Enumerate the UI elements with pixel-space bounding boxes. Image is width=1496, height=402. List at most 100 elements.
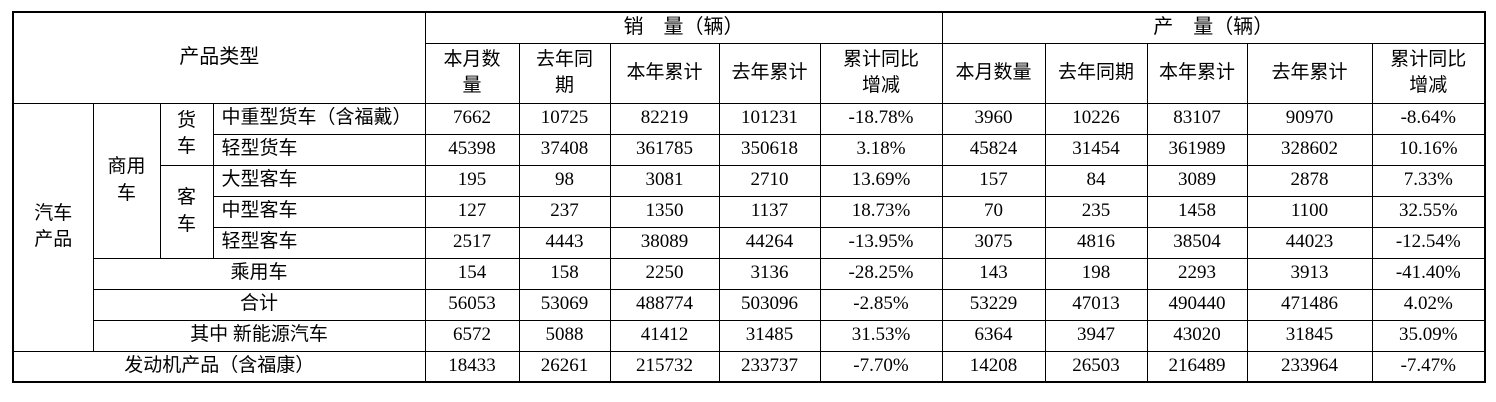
data-cell: 350618 [718, 133, 821, 166]
data-cell: 38504 [1146, 226, 1248, 259]
production-volume-header: 产 量（辆） [941, 11, 1486, 44]
data-cell: 101231 [718, 102, 821, 135]
data-cell: 154 [424, 257, 520, 290]
production-sales-table: 产品类型 销 量（辆） 产 量（辆） 本月数 量 去年同 期 本年累计 去年累计… [12, 11, 1487, 383]
data-cell: 7.33% [1371, 164, 1486, 197]
col-header-sales-ytd: 本年累计 [609, 42, 720, 104]
data-cell: 13.69% [819, 164, 943, 197]
data-cell: 10.16% [1371, 133, 1486, 166]
data-cell: 1350 [609, 195, 720, 228]
table-row: 发动机产品（含福康） 18433 26261 215732 233737 -7.… [12, 350, 1486, 383]
data-cell: 31485 [718, 319, 821, 352]
col-header-sales-month-qty: 本月数 量 [424, 42, 520, 104]
col-header-prod-last-year-period: 去年同期 [1044, 42, 1148, 104]
data-cell: 3136 [718, 257, 821, 290]
data-cell: 3089 [1146, 164, 1248, 197]
data-cell: 47013 [1044, 288, 1148, 321]
data-cell: 10725 [518, 102, 611, 135]
data-cell: 235 [1044, 195, 1148, 228]
table-row: 中型客车 127 237 1350 1137 18.73% 70 235 145… [13, 195, 1486, 228]
data-cell: 43020 [1146, 319, 1248, 352]
data-cell: 2878 [1246, 164, 1373, 197]
table-row: 轻型客车 2517 4443 38089 44264 -13.95% 3075 … [13, 226, 1486, 259]
data-cell: -41.40% [1371, 257, 1486, 290]
data-cell: 26503 [1044, 350, 1148, 383]
data-cell: 198 [1044, 257, 1148, 290]
table-row: 合计 56053 53069 488774 503096 -2.85% 5322… [13, 288, 1486, 321]
data-cell: 31845 [1246, 319, 1373, 352]
data-cell: 2517 [424, 226, 520, 259]
data-cell: 5088 [518, 319, 611, 352]
data-cell: 31454 [1044, 133, 1148, 166]
col-header-sales-last-year-period: 去年同 期 [518, 42, 611, 104]
data-cell: 157 [941, 164, 1046, 197]
data-cell: 7662 [424, 102, 520, 135]
data-cell: 503096 [718, 288, 821, 321]
data-cell: -7.70% [819, 350, 943, 383]
data-cell: 90970 [1246, 102, 1373, 135]
data-cell: 1100 [1246, 195, 1373, 228]
row-label-nev: 其中 新能源汽车 [92, 319, 426, 352]
data-cell: 18.73% [819, 195, 943, 228]
data-cell: 14208 [941, 350, 1046, 383]
row-label: 轻型货车 [212, 133, 426, 166]
data-cell: 2250 [609, 257, 720, 290]
data-cell: 237 [518, 195, 611, 228]
data-cell: 98 [518, 164, 611, 197]
data-cell: 158 [518, 257, 611, 290]
data-cell: 44264 [718, 226, 821, 259]
truck-group-label: 货 车 [159, 102, 214, 166]
data-cell: 488774 [609, 288, 720, 321]
data-cell: -18.78% [819, 102, 943, 135]
row-label: 大型客车 [212, 164, 426, 197]
row-label-engine-products: 发动机产品（含福康） [12, 350, 426, 383]
row-label: 中重型货车（含福戴） [212, 102, 426, 135]
data-cell: 37408 [518, 133, 611, 166]
data-cell: 31.53% [819, 319, 943, 352]
data-cell: -7.47% [1371, 350, 1486, 383]
auto-products-group-label: 汽车 产品 [12, 102, 94, 352]
bus-group-label: 客 车 [159, 164, 214, 259]
table-row: 其中 新能源汽车 6572 5088 41412 31485 31.53% 63… [13, 319, 1486, 352]
data-cell: 2293 [1146, 257, 1248, 290]
data-cell: -12.54% [1371, 226, 1486, 259]
data-cell: 216489 [1146, 350, 1248, 383]
col-header-prod-last-ytd: 去年累计 [1246, 42, 1373, 104]
data-cell: 127 [424, 195, 520, 228]
data-cell: -8.64% [1371, 102, 1486, 135]
col-header-sales-yoy-change: 累计同比 增减 [819, 42, 943, 104]
data-cell: -2.85% [819, 288, 943, 321]
data-cell: -13.95% [819, 226, 943, 259]
data-cell: 3.18% [819, 133, 943, 166]
row-label-total: 合计 [92, 288, 426, 321]
data-cell: 233964 [1246, 350, 1373, 383]
data-cell: 10226 [1044, 102, 1148, 135]
col-header-prod-month-qty: 本月数量 [941, 42, 1046, 104]
data-cell: 471486 [1246, 288, 1373, 321]
data-cell: 32.55% [1371, 195, 1486, 228]
data-cell: 3075 [941, 226, 1046, 259]
data-cell: 1137 [718, 195, 821, 228]
data-cell: 53069 [518, 288, 611, 321]
data-cell: 82219 [609, 102, 720, 135]
data-cell: -28.25% [819, 257, 943, 290]
data-cell: 233737 [718, 350, 821, 383]
row-label-passenger-car: 乘用车 [92, 257, 426, 290]
table-row: 轻型货车 45398 37408 361785 350618 3.18% 458… [13, 133, 1486, 166]
sales-volume-header: 销 量（辆） [424, 11, 943, 44]
data-cell: 84 [1044, 164, 1148, 197]
data-cell: 143 [941, 257, 1046, 290]
data-cell: 215732 [609, 350, 720, 383]
data-cell: 18433 [424, 350, 520, 383]
data-cell: 53229 [941, 288, 1046, 321]
commercial-vehicle-group-label: 商用 车 [92, 102, 161, 259]
data-cell: 361785 [609, 133, 720, 166]
data-cell: 3913 [1246, 257, 1373, 290]
data-cell: 195 [424, 164, 520, 197]
col-header-prod-ytd: 本年累计 [1146, 42, 1248, 104]
data-cell: 2710 [718, 164, 821, 197]
data-cell: 6572 [424, 319, 520, 352]
data-cell: 41412 [609, 319, 720, 352]
table-row: 汽车 产品 商用 车 货 车 中重型货车（含福戴） 7662 10725 822… [12, 102, 1486, 352]
data-cell: 45398 [424, 133, 520, 166]
